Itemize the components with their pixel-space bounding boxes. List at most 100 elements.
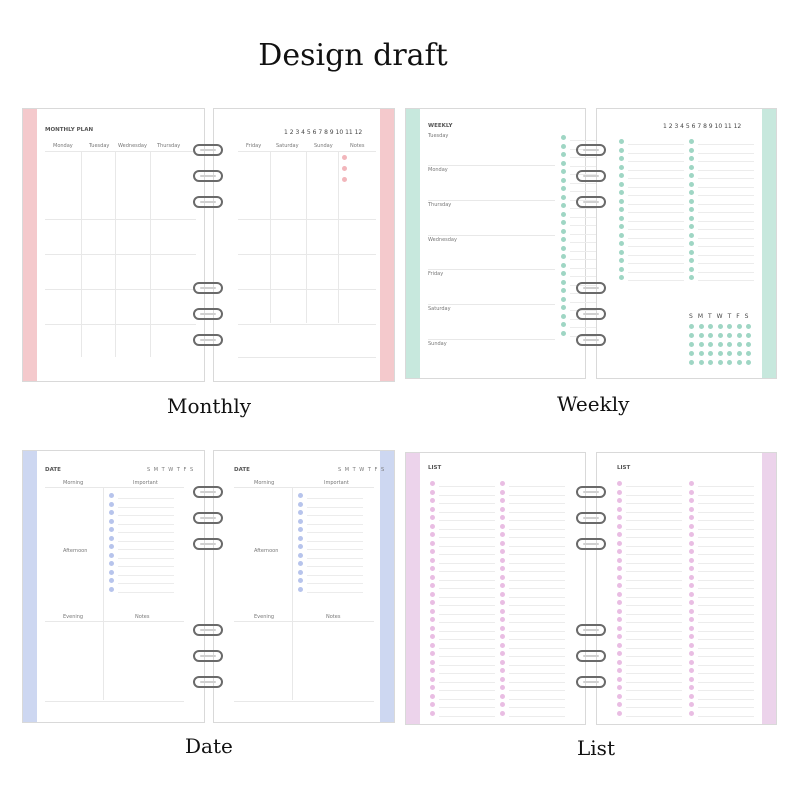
bullet-dot xyxy=(689,583,694,588)
bullet-dot xyxy=(619,198,624,204)
writing-line xyxy=(509,596,565,598)
writing-line xyxy=(626,545,682,547)
writing-line xyxy=(118,540,174,542)
writing-line xyxy=(439,690,495,691)
writing-line xyxy=(509,715,565,717)
bullet-dot xyxy=(619,215,624,221)
monthly-color-strip xyxy=(23,109,37,381)
grid-line xyxy=(45,151,196,152)
grid-line xyxy=(238,289,376,290)
bullet-dot xyxy=(619,224,624,229)
bullet-dot xyxy=(298,552,303,558)
binder-ring xyxy=(576,144,606,156)
writing-line xyxy=(698,537,754,538)
monthly-col-monday: Monday xyxy=(53,143,73,149)
bullet-dot xyxy=(617,634,622,639)
bullet-dot xyxy=(430,600,435,605)
writing-line xyxy=(698,707,754,708)
bullet-dot xyxy=(689,591,694,597)
bullet-dot xyxy=(430,642,435,648)
writing-line xyxy=(118,583,174,584)
writing-line xyxy=(118,591,174,593)
bullet-dot xyxy=(430,617,435,622)
habit-dot xyxy=(746,351,751,356)
writing-line xyxy=(626,639,682,640)
caption-date: Date xyxy=(185,734,233,758)
bullet-dot xyxy=(298,561,303,566)
bullet-dot xyxy=(109,527,114,532)
bullet-dot xyxy=(298,569,303,575)
bullet-dot xyxy=(617,489,622,495)
writing-line xyxy=(626,528,682,530)
writing-line xyxy=(509,639,565,640)
bullet-dot xyxy=(689,710,694,716)
habit-dot xyxy=(727,360,732,365)
bullet-dot xyxy=(617,523,622,529)
binder-ring xyxy=(576,196,606,208)
bullet-dot xyxy=(689,617,694,622)
habit-day: F xyxy=(736,313,745,320)
writing-line xyxy=(628,186,684,188)
writing-line xyxy=(509,545,565,547)
list-right-page: LIST xyxy=(596,452,777,725)
writing-line xyxy=(439,537,495,538)
weekly-day-label: Saturday xyxy=(428,306,451,312)
monthly-plan-title: MONTHLY PLAN xyxy=(45,127,94,133)
weekly-color-strip xyxy=(406,109,420,378)
bullet-dot xyxy=(430,676,435,682)
writing-line xyxy=(628,169,684,171)
bullet-dot xyxy=(500,574,505,580)
bullet-dot xyxy=(561,220,566,225)
bullet-dot xyxy=(689,540,694,546)
grid-line xyxy=(45,289,196,290)
writing-line xyxy=(509,681,565,683)
habit-dot xyxy=(717,351,723,356)
grid-line xyxy=(150,151,151,357)
bullet-dot xyxy=(430,668,435,673)
writing-line xyxy=(626,579,682,581)
binder-ring xyxy=(193,624,223,636)
writing-line xyxy=(626,486,682,487)
bullet-dot xyxy=(561,186,566,191)
monthly-col-tuesday: Tuesday xyxy=(89,143,110,149)
bullet-dot xyxy=(561,160,566,166)
writing-line xyxy=(626,698,682,700)
writing-line xyxy=(626,571,682,572)
habit-dot xyxy=(717,360,723,365)
bullet-dot xyxy=(617,549,622,554)
bullet-dot xyxy=(617,710,622,716)
binder-ring xyxy=(576,486,606,498)
bullet-dot xyxy=(689,600,694,605)
writing-line xyxy=(307,574,363,576)
writing-line xyxy=(698,571,754,572)
writing-line xyxy=(698,681,754,683)
writing-line xyxy=(509,503,565,504)
bullet-dot xyxy=(500,634,505,639)
bullet-dot xyxy=(500,506,505,512)
bullet-dot xyxy=(500,532,505,537)
writing-line xyxy=(439,630,495,632)
bullet-dot xyxy=(561,143,566,149)
bullet-dot xyxy=(430,659,435,665)
writing-line xyxy=(698,579,754,581)
grid-line xyxy=(428,165,555,166)
date-title: DATE xyxy=(45,467,61,473)
writing-line xyxy=(509,554,565,555)
habit-dot xyxy=(708,324,713,329)
habit-dot xyxy=(689,333,694,338)
writing-line xyxy=(698,520,754,521)
writing-line xyxy=(509,656,565,657)
habit-dot xyxy=(746,333,751,338)
weekly-left-page: WEEKLY Tuesday Monday Thursday Wednesday… xyxy=(405,108,626,379)
bullet-dot xyxy=(617,540,622,546)
writing-line xyxy=(626,656,682,657)
writing-line xyxy=(118,515,174,516)
bullet-dot xyxy=(617,591,622,597)
monthly-right-page: 1 2 3 4 5 6 7 8 9 10 11 12 Friday Saturd… xyxy=(213,108,395,382)
writing-line xyxy=(626,673,682,674)
bullet-dot xyxy=(430,489,435,495)
binder-ring xyxy=(193,334,223,346)
monthly-col-saturday: Saturday xyxy=(276,143,299,149)
date-morning-label: Morning xyxy=(63,480,84,486)
bullet-dot xyxy=(617,676,622,682)
